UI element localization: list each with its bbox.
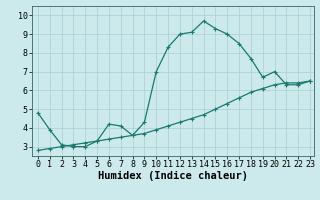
X-axis label: Humidex (Indice chaleur): Humidex (Indice chaleur): [98, 171, 248, 181]
